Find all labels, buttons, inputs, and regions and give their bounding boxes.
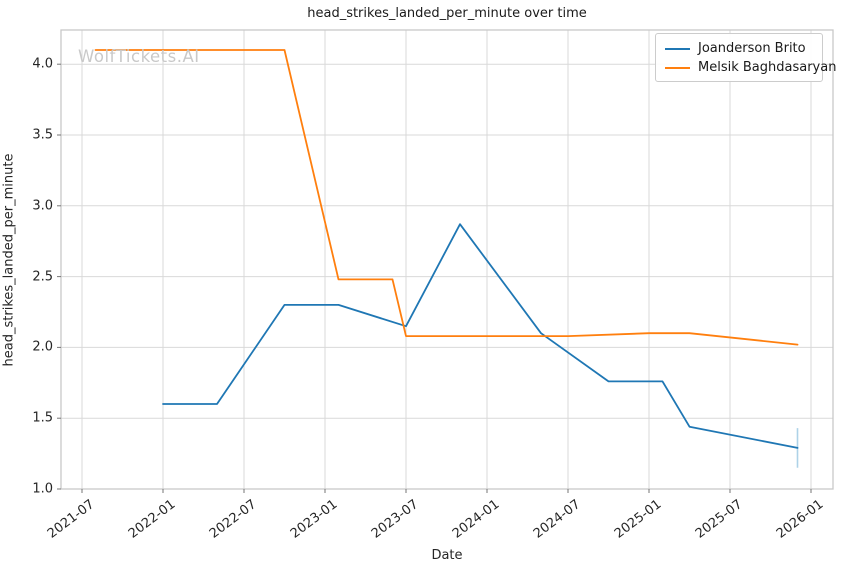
y-tick-label: 4.0 [32,56,53,72]
legend-label: Joanderson Brito [698,41,806,56]
y-tick-label: 1.5 [32,410,53,426]
legend-line-swatch [665,47,690,50]
x-axis-label: Date [431,548,463,563]
legend: Joanderson Brito Melsik Baghdasaryan [655,33,836,82]
y-tick-label: 3.5 [32,127,53,143]
chart-title: head_strikes_landed_per_minute over time [307,6,587,21]
plot-border [60,29,834,490]
series-line-joanderson-brito [162,223,799,449]
y-tick-label: 2.0 [32,339,53,355]
series-line-melsik-baghdasaryan [94,49,799,346]
legend-label: Melsik Baghdasaryan [698,60,837,75]
y-tick-label: 1.0 [32,481,53,497]
y-axis-label: head_strikes_landed_per_minute [1,153,17,367]
legend-entry-joanderson-brito: Joanderson Brito [665,41,813,56]
watermark: WolfTickets.AI [78,47,200,66]
legend-line-swatch [665,66,690,69]
y-tick-label: 3.0 [32,198,53,214]
y-tick-label: 2.5 [32,269,53,285]
legend-entry-melsik-baghdasaryan: Melsik Baghdasaryan [665,60,836,75]
